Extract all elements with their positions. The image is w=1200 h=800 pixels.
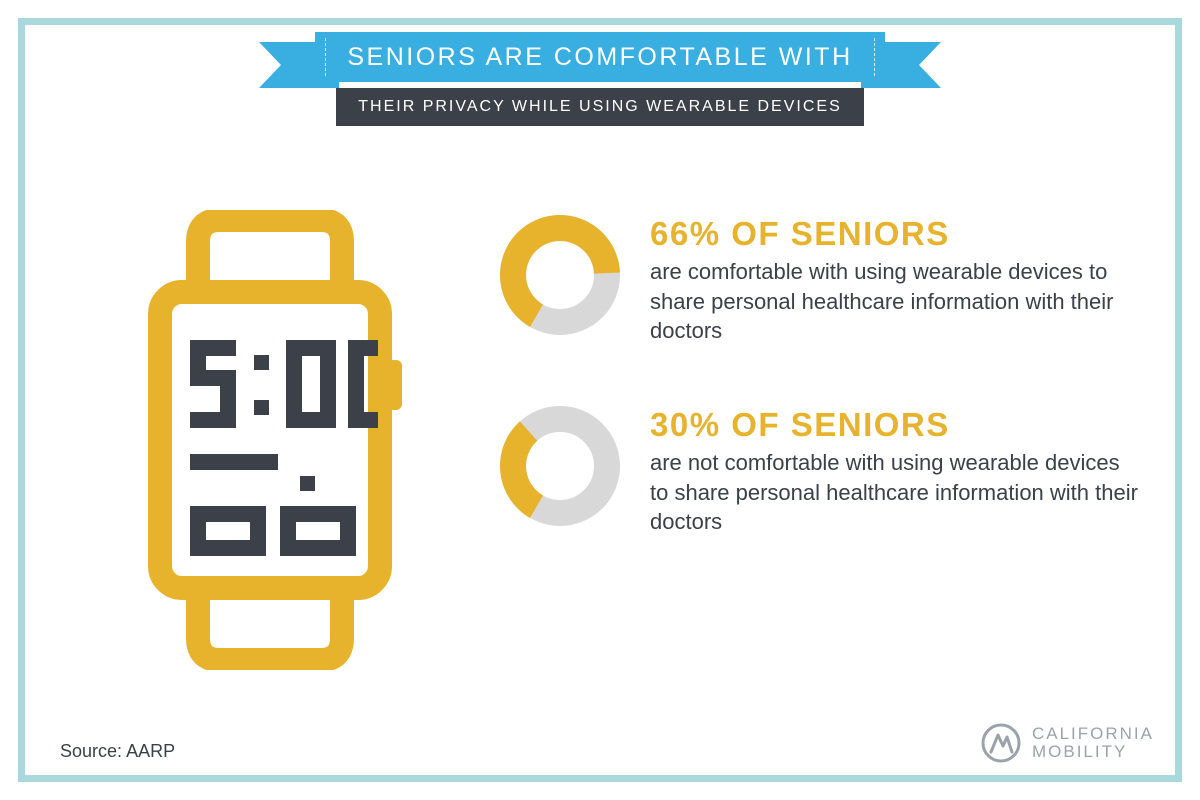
logo-line2: MOBILITY [1032, 743, 1154, 761]
logo-line1: CALIFORNIA [1032, 725, 1154, 743]
banner-top: SENIORS ARE COMFORTABLE WITH [315, 32, 884, 82]
stat-text: 66% OF SENIORS are comfortable with usin… [650, 215, 1140, 346]
donut-chart [500, 215, 620, 335]
stat-item: 30% OF SENIORS are not comfortable with … [500, 406, 1140, 537]
banner-stitch-left [325, 38, 326, 76]
smartwatch-icon [110, 210, 430, 670]
logo-text: CALIFORNIA MOBILITY [1032, 725, 1154, 761]
banner-subtitle: THEIR PRIVACY WHILE USING WEARABLE DEVIC… [358, 98, 842, 116]
source-label: Source: [60, 741, 122, 761]
donut-chart [500, 406, 620, 526]
watch-column [80, 200, 460, 710]
source-citation: Source: AARP [60, 741, 175, 762]
banner-top-bg: SENIORS ARE COMFORTABLE WITH [315, 32, 884, 82]
banner-stitch-right [874, 38, 875, 76]
title-banner: SENIORS ARE COMFORTABLE WITH THEIR PRIVA… [0, 32, 1200, 126]
banner-subtitle-bg: THEIR PRIVACY WHILE USING WEARABLE DEVIC… [336, 88, 864, 126]
banner-title: SENIORS ARE COMFORTABLE WITH [347, 43, 852, 72]
stat-item: 66% OF SENIORS are comfortable with usin… [500, 215, 1140, 346]
stat-body: are not comfortable with using wearable … [650, 448, 1140, 537]
stat-headline: 66% OF SENIORS [650, 215, 1140, 253]
stats-column: 66% OF SENIORS are comfortable with usin… [500, 200, 1140, 710]
source-name: AARP [126, 741, 175, 761]
brand-logo: CALIFORNIA MOBILITY [980, 722, 1154, 764]
stat-body: are comfortable with using wearable devi… [650, 257, 1140, 346]
stat-text: 30% OF SENIORS are not comfortable with … [650, 406, 1140, 537]
stat-headline: 30% OF SENIORS [650, 406, 1140, 444]
content-area: 66% OF SENIORS are comfortable with usin… [80, 200, 1140, 710]
logo-mark-icon [980, 722, 1022, 764]
